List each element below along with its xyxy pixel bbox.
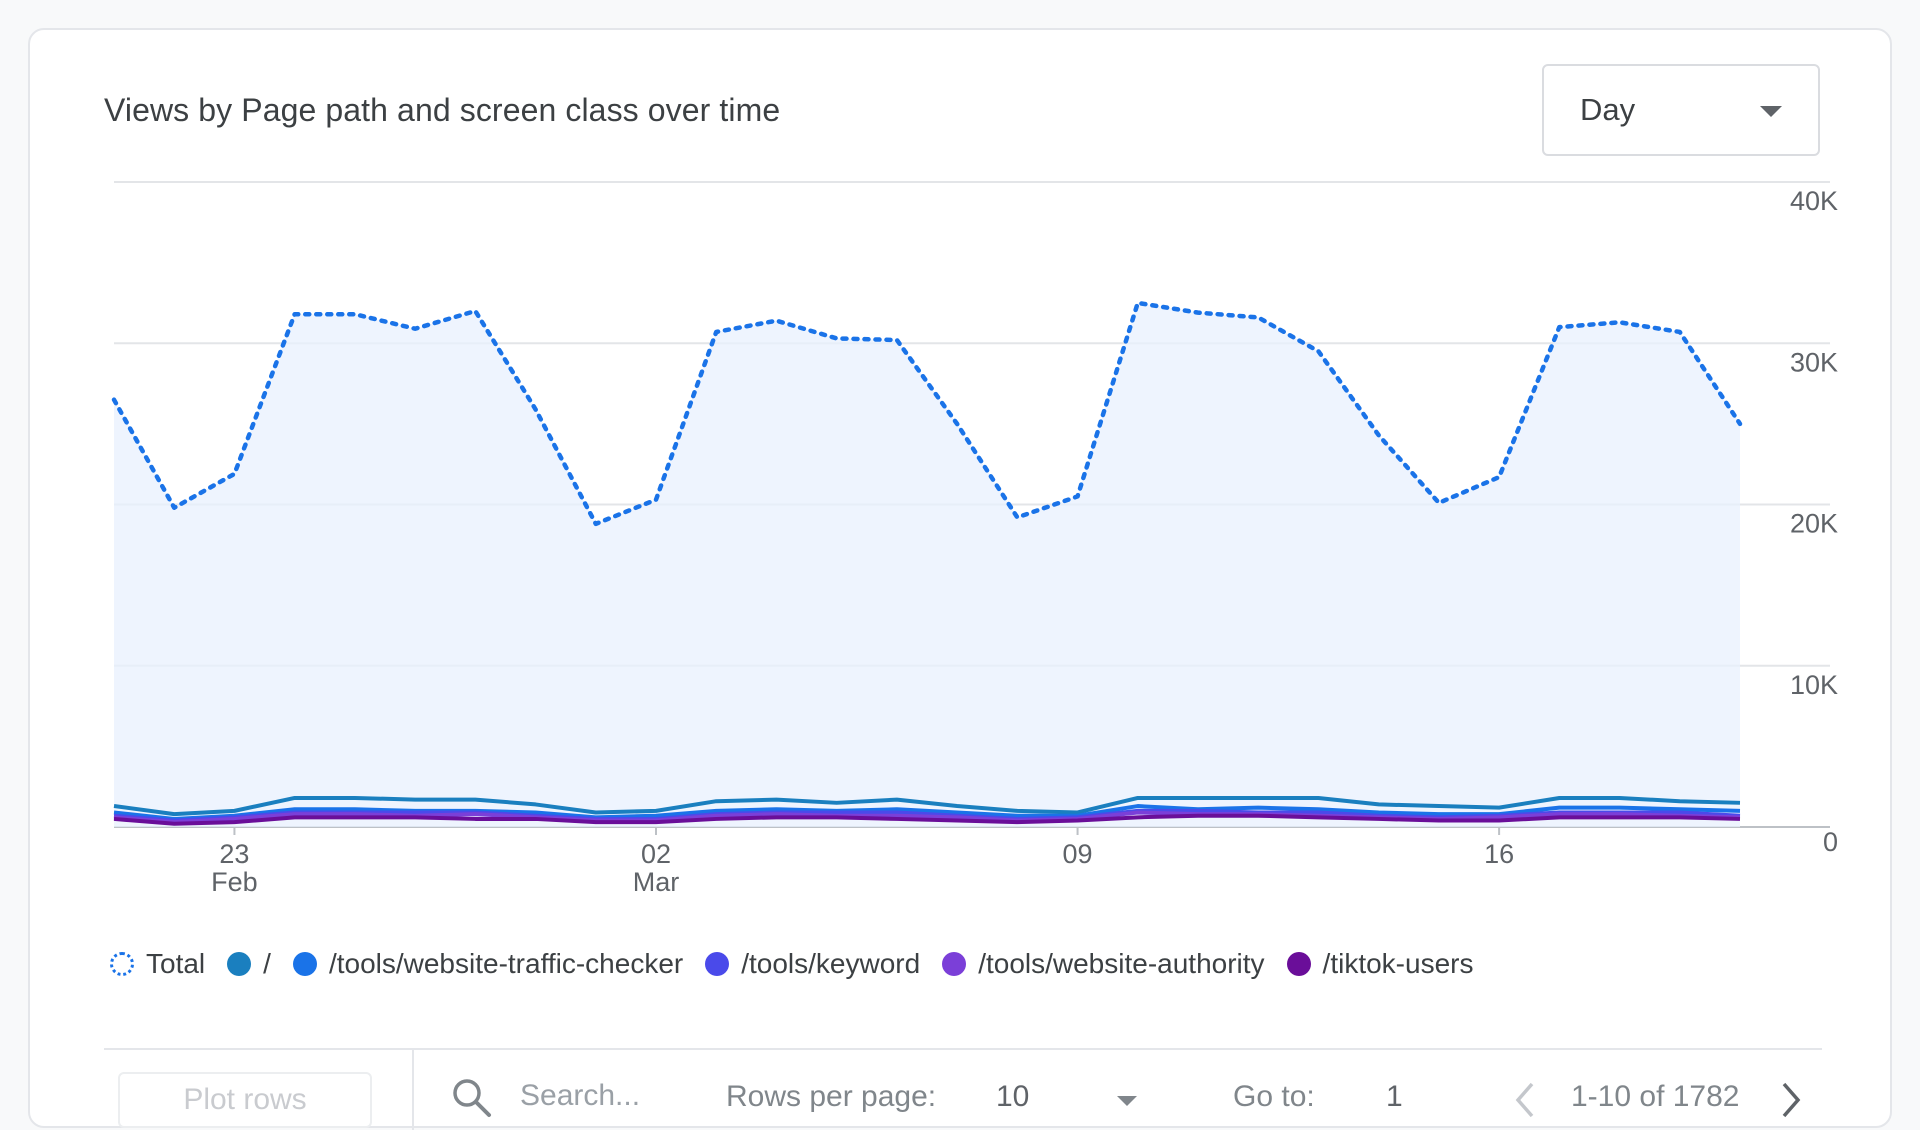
search-input[interactable] bbox=[518, 1072, 682, 1120]
legend-item[interactable]: Total bbox=[110, 948, 205, 980]
table-toolbar: Plot rows Rows per page: 10 Go to: 1 1-1… bbox=[30, 1050, 1890, 1130]
search-icon[interactable] bbox=[450, 1076, 494, 1120]
y-tick-label: 10K bbox=[1790, 670, 1838, 700]
rows-per-page-select[interactable]: 10 bbox=[996, 1080, 1030, 1113]
x-tick-label: 23 bbox=[219, 839, 249, 869]
series-line bbox=[113, 813, 1741, 826]
chevron-down-icon[interactable] bbox=[1117, 1096, 1137, 1106]
legend-item[interactable]: /tiktok-users bbox=[1286, 948, 1474, 980]
x-tick-month-label: Mar bbox=[633, 867, 680, 897]
legend-item[interactable]: /tools/website-traffic-checker bbox=[292, 948, 684, 980]
series-line bbox=[113, 804, 1741, 821]
series-line bbox=[113, 810, 1741, 825]
legend-label: /tools/website-traffic-checker bbox=[328, 948, 684, 979]
card-title: Views by Page path and screen class over… bbox=[104, 92, 781, 128]
legend-label: /tiktok-users bbox=[1322, 948, 1474, 979]
legend-swatch bbox=[942, 952, 967, 976]
rows-per-page-label: Rows per page: bbox=[726, 1080, 937, 1113]
series-line bbox=[113, 795, 1741, 817]
chevron-right-icon[interactable] bbox=[1776, 1078, 1804, 1122]
legend-label: /tools/website-authority bbox=[978, 948, 1265, 979]
y-tick-label: 0 bbox=[1823, 827, 1838, 857]
divider bbox=[104, 1048, 1822, 1050]
x-tick-label: 02 bbox=[641, 839, 671, 869]
go-to-label: Go to: bbox=[1233, 1080, 1315, 1113]
y-tick-label: 40K bbox=[1790, 186, 1838, 216]
x-tick-month-label: Feb bbox=[211, 867, 258, 897]
legend-swatch bbox=[110, 952, 134, 976]
legend-swatch bbox=[705, 952, 730, 976]
legend-label: Total bbox=[146, 948, 206, 979]
period-select[interactable]: Day bbox=[1542, 64, 1820, 156]
plot-rows-button[interactable]: Plot rows bbox=[118, 1072, 372, 1128]
legend-item[interactable]: /tools/keyword bbox=[705, 948, 920, 980]
legend-item[interactable]: / bbox=[227, 948, 271, 980]
pagination-range: 1-10 of 1782 bbox=[1571, 1080, 1740, 1113]
legend-swatch bbox=[292, 952, 317, 976]
chart-legend: Total / /tools/website-traffic-checker/too… bbox=[110, 948, 1495, 980]
legend-item[interactable]: /tools/website-authority bbox=[942, 948, 1265, 980]
chevron-left-icon[interactable] bbox=[1512, 1078, 1540, 1122]
y-tick-label: 30K bbox=[1790, 347, 1838, 377]
y-tick-label: 20K bbox=[1790, 509, 1838, 539]
period-select-value: Day bbox=[1580, 92, 1636, 127]
legend-swatch bbox=[227, 952, 252, 976]
chevron-down-icon bbox=[1760, 106, 1782, 117]
legend-label: /tools/keyword bbox=[741, 948, 921, 979]
chart-card: Views by Page path and screen class over… bbox=[28, 28, 1892, 1130]
toolbar-separator bbox=[412, 1050, 414, 1130]
x-tick-label: 09 bbox=[1063, 839, 1093, 869]
x-tick-label: 16 bbox=[1484, 839, 1514, 869]
series-line-total bbox=[111, 300, 1743, 527]
go-to-input[interactable]: 1 bbox=[1386, 1080, 1403, 1113]
legend-label: / bbox=[263, 948, 271, 979]
series-area-total bbox=[114, 302, 1740, 827]
legend-swatch bbox=[1286, 952, 1311, 976]
